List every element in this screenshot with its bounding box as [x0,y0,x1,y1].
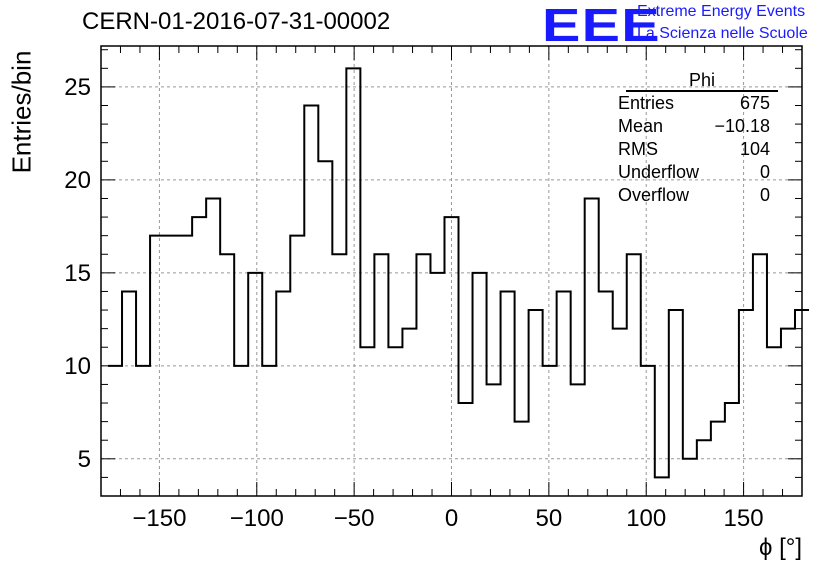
histogram-bin [613,329,627,496]
histogram-bin [767,347,781,496]
eee-tagline-1: Extreme Energy Events [637,3,806,20]
histogram-bin [557,291,571,496]
histogram-bin [529,310,543,496]
x-tick-label: −150 [132,505,186,532]
histogram-bin [697,440,711,496]
y-tick-label: 25 [64,74,91,101]
stat-value: 0 [759,162,770,182]
stat-label: Overflow [618,185,690,205]
histogram-bin [585,198,599,496]
histogram-bin [753,254,767,496]
x-tick-label: 50 [536,505,563,532]
x-axis-label: ϕ [°] [758,534,802,561]
histogram-line [108,67,810,479]
histogram-bin [248,273,262,496]
histogram-bin [360,347,374,496]
histogram-bin [402,329,416,496]
stat-row-rms: RMS 104 [610,138,778,161]
stats-box: Phi Entries 675 Mean −10.18 RMS 104 Unde… [610,70,778,207]
histogram-bin [725,403,739,496]
histogram-bin [220,254,234,496]
histogram-bin [571,384,585,496]
histogram-bin [459,403,473,496]
histogram-bin [136,366,150,496]
histogram-bin [641,366,655,496]
stat-row-mean: Mean −10.18 [610,115,778,138]
histogram-bin [318,161,332,496]
histogram-bin [487,384,501,496]
histogram-bin [739,310,753,496]
stat-label: Underflow [618,162,700,182]
stat-label: Mean [618,116,664,136]
x-tick-label: −100 [230,505,284,532]
stat-value: −10.18 [714,116,770,136]
histogram-bin [206,198,220,496]
histogram-bin [599,291,613,496]
histogram-bin [416,254,430,496]
stat-value: 104 [739,139,770,159]
histogram-bin [543,366,557,496]
histogram-bin [290,236,304,496]
y-tick-label: 15 [64,260,91,287]
eee-tagline-2: La Scienza nelle Scuole [637,25,808,42]
histogram-bin [669,310,683,496]
histogram-bin [276,291,290,496]
stat-row-overflow: Overflow 0 [610,184,778,207]
stat-label: RMS [618,139,658,159]
histogram-bin [388,347,402,496]
histogram-bin [108,366,122,496]
histogram-bin [304,106,318,496]
x-tick-label: 150 [724,505,764,532]
histogram-bin [122,291,136,496]
histogram-bin [711,422,725,496]
y-tick-label: 10 [64,353,91,380]
x-tick-label: −50 [334,505,375,532]
stat-value: 0 [759,185,770,205]
histogram-bin [346,68,360,496]
histogram-bin [627,254,641,496]
histogram-bin [262,366,276,496]
histogram-bin [374,254,388,496]
histogram-bin [473,273,487,496]
y-tick-label: 20 [64,167,91,194]
histogram-bin [781,329,795,496]
x-tick-label: 100 [626,505,666,532]
histogram-bin [192,217,206,496]
eee-logo: EEE [542,0,661,51]
stat-label: Entries [618,93,675,113]
histogram-bin [501,291,515,496]
stat-value: 675 [739,93,770,113]
chart-title: CERN-01-2016-07-31-00002 [82,8,391,35]
histogram-bin [164,236,178,496]
stats-title: Phi [626,70,778,92]
x-tick-label: 0 [445,505,458,532]
histogram-bin [234,366,248,496]
histogram-bin [332,254,346,496]
stat-row-entries: Entries 675 [610,92,778,115]
histogram-bin [655,477,669,496]
histogram-bin [430,273,444,496]
y-tick-label: 5 [78,446,91,473]
stat-row-underflow: Underflow 0 [610,161,778,184]
